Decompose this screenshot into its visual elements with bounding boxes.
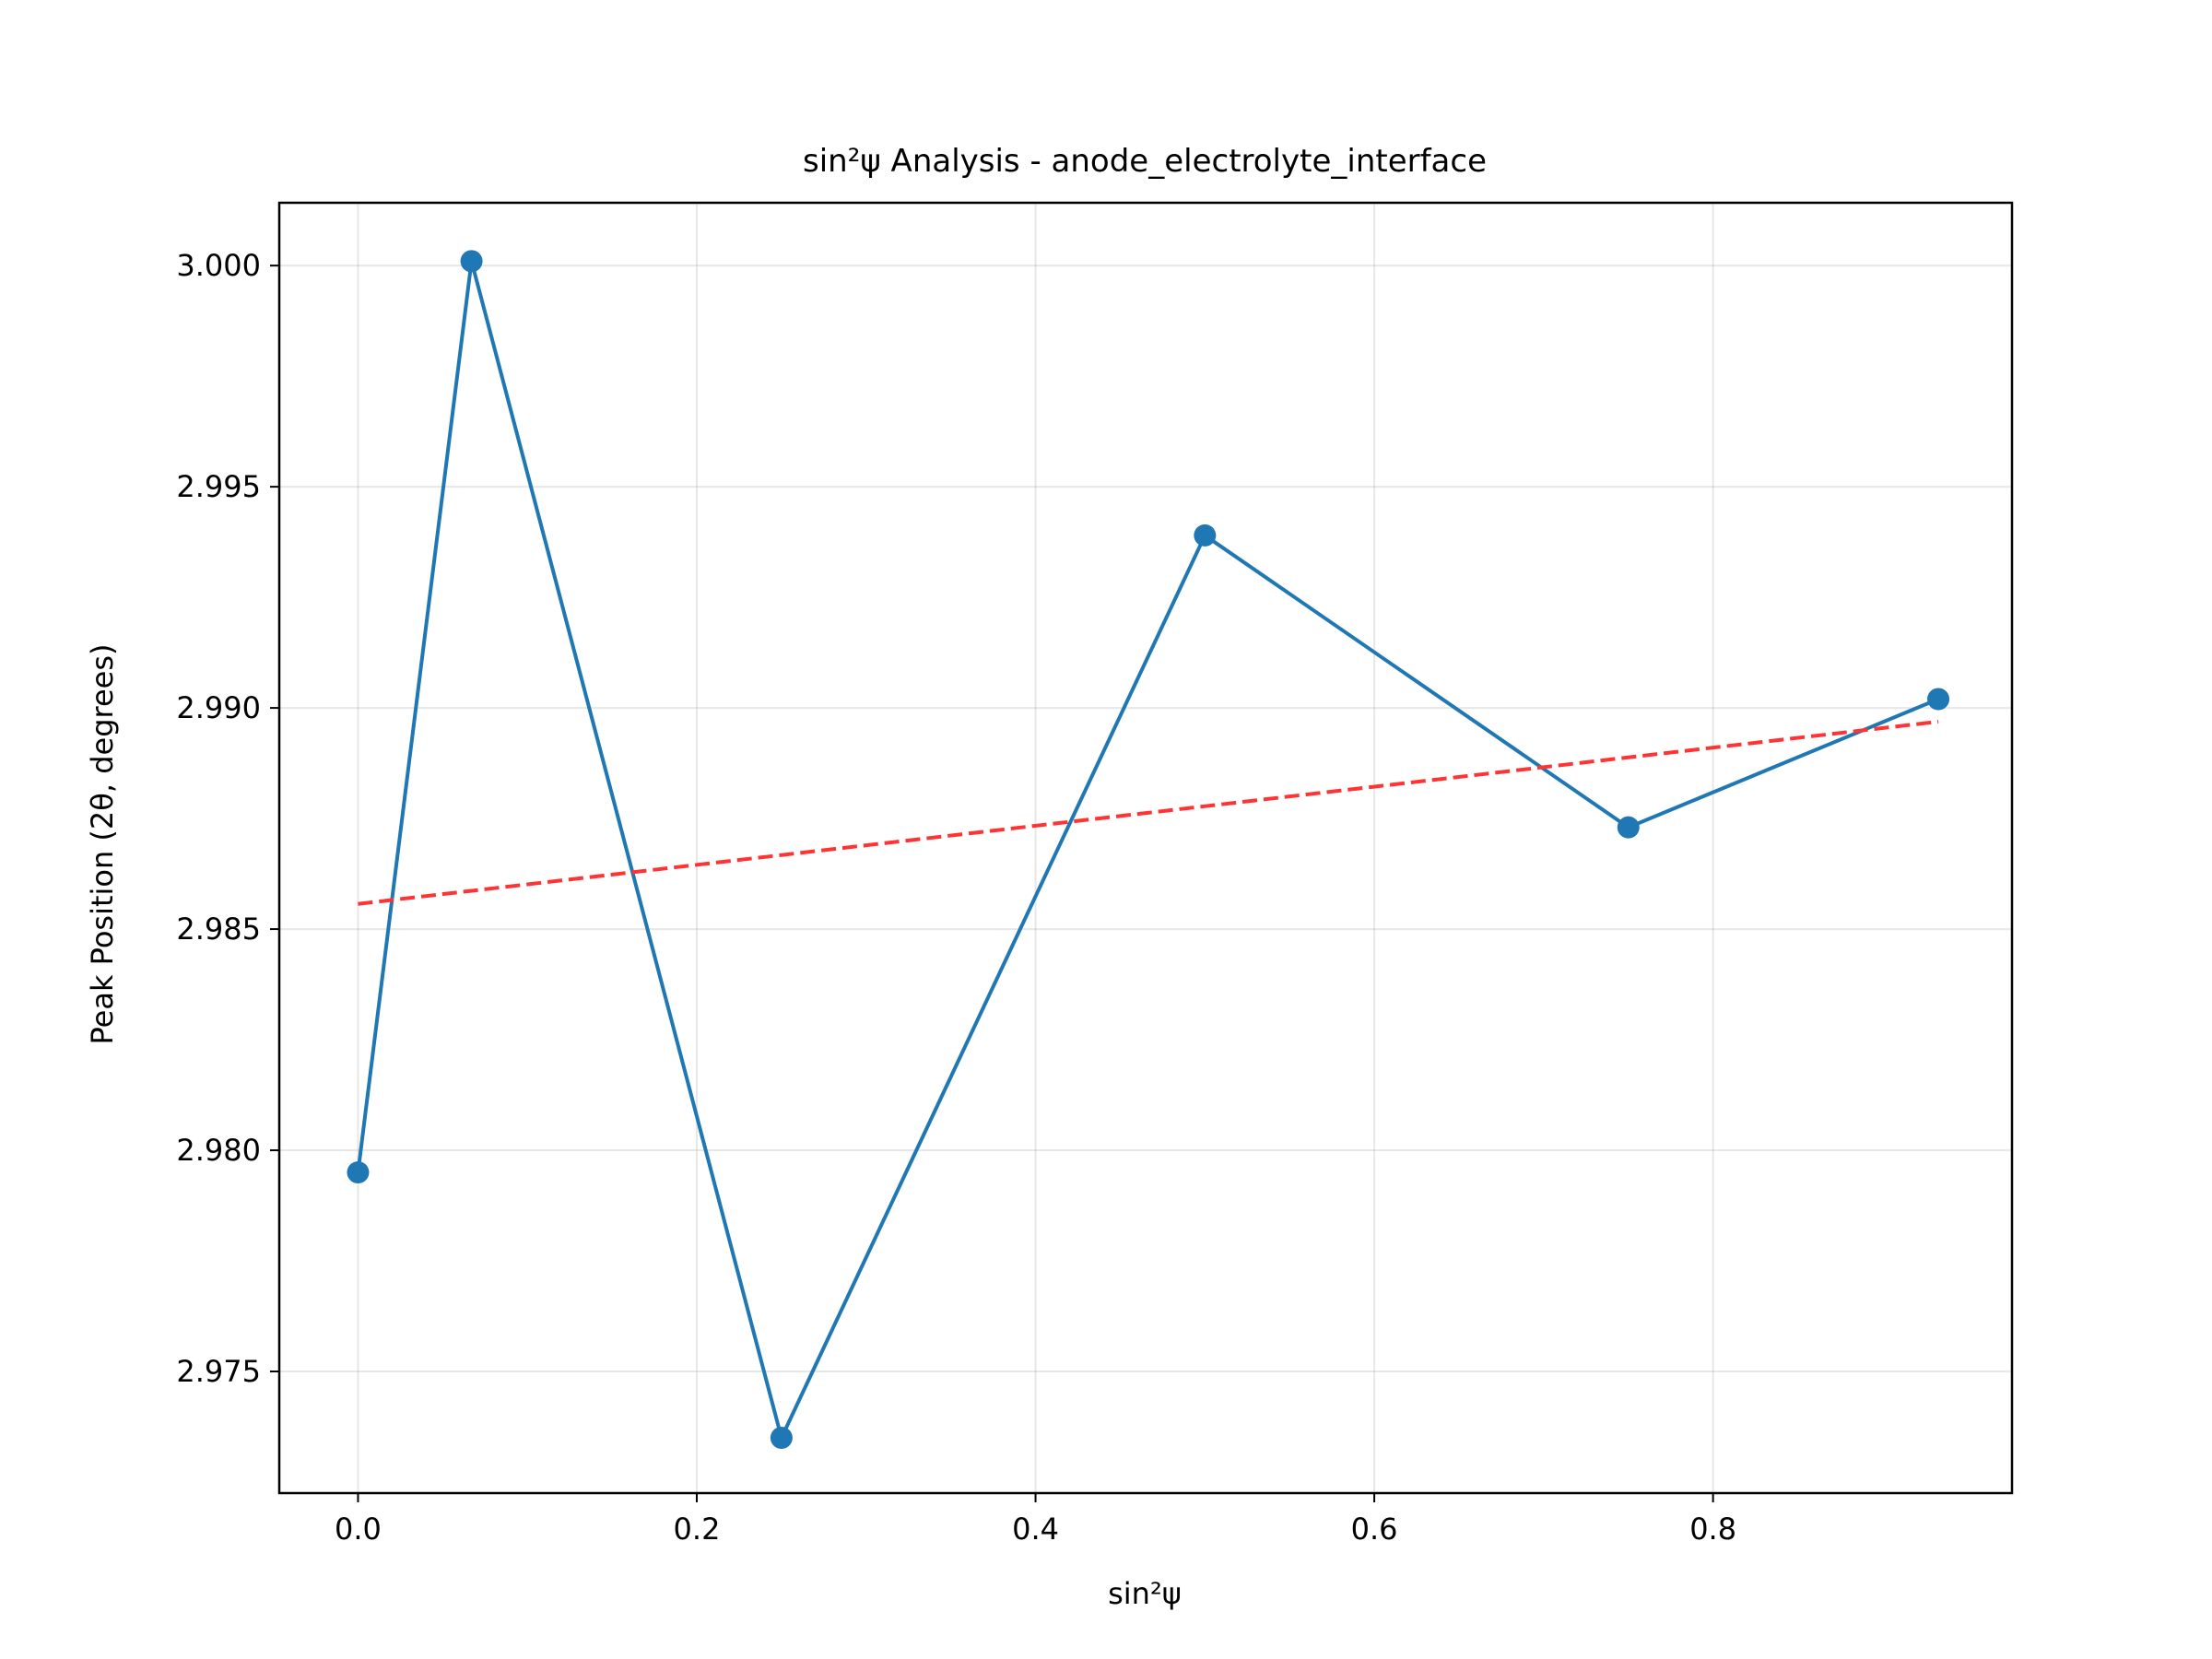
plot-series xyxy=(347,250,1950,1450)
data-series-line xyxy=(356,259,1939,1441)
x-tick-label: 0.6 xyxy=(1351,1512,1398,1547)
data-point xyxy=(1194,524,1217,547)
axis-ticks: 0.0 0.2 0.4 0.6 0.8 2.975 2.980 2.985 2.990 2.995… xyxy=(176,248,1736,1547)
y-tick-label: 2.990 xyxy=(176,690,261,725)
y-tick-label: 2.980 xyxy=(176,1133,261,1168)
x-tick-label: 0.0 xyxy=(335,1512,382,1547)
x-axis-label: sin²ψ xyxy=(1108,1576,1182,1611)
data-point xyxy=(770,1427,793,1450)
y-tick-label: 2.975 xyxy=(176,1354,261,1389)
data-point xyxy=(460,250,483,273)
grid xyxy=(279,203,2012,1493)
x-tick-label: 0.8 xyxy=(1689,1512,1736,1547)
chart-title: sin²ψ Analysis - anode_electrolyte_inter… xyxy=(803,143,1487,180)
y-axis-label: Peak Position (2θ, degrees) xyxy=(85,644,120,1045)
y-tick-label: 2.995 xyxy=(176,469,261,504)
data-point xyxy=(1927,688,1950,711)
x-tick-label: 0.4 xyxy=(1012,1512,1059,1547)
axes-frame xyxy=(277,201,2014,1495)
x-tick-label: 0.2 xyxy=(674,1512,721,1547)
fit-line xyxy=(358,719,1939,906)
y-tick-label: 2.985 xyxy=(176,912,261,947)
y-tick-label: 3.000 xyxy=(176,248,261,283)
data-point xyxy=(1617,816,1640,839)
data-point xyxy=(347,1161,370,1184)
